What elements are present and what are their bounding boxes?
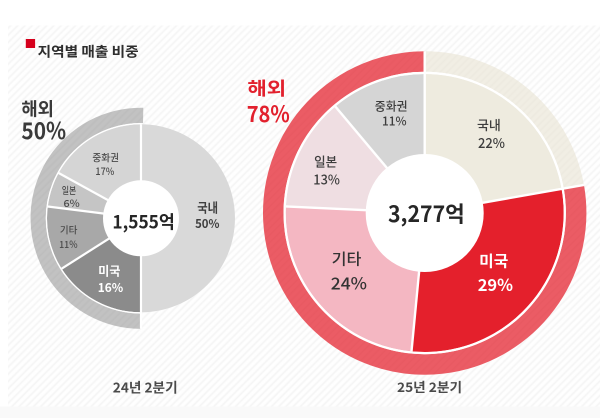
svg-text:11%: 11%	[59, 237, 77, 251]
svg-text:국내: 국내	[197, 197, 218, 216]
svg-text:50%: 50%	[21, 112, 66, 146]
svg-text:16%: 16%	[98, 278, 124, 296]
svg-text:국내: 국내	[477, 115, 501, 134]
svg-text:22%: 22%	[478, 132, 505, 152]
svg-text:3,277억: 3,277억	[388, 197, 465, 229]
svg-text:지역별 매출 비중: 지역별 매출 비중	[38, 42, 139, 62]
svg-text:중화권: 중화권	[375, 97, 408, 114]
svg-text:17%: 17%	[95, 163, 114, 178]
svg-text:기타: 기타	[332, 248, 362, 270]
svg-text:13%: 13%	[313, 169, 340, 189]
svg-text:미국: 미국	[98, 262, 120, 280]
svg-text:29%: 29%	[478, 272, 513, 296]
svg-text:기타: 기타	[60, 223, 78, 237]
svg-text:24년 2분기: 24년 2분기	[113, 377, 178, 397]
svg-text:해외: 해외	[247, 75, 286, 101]
svg-text:78%: 78%	[247, 97, 290, 129]
svg-text:중화권: 중화권	[92, 149, 119, 164]
svg-text:일본: 일본	[314, 152, 337, 171]
svg-text:미국: 미국	[479, 250, 508, 272]
svg-text:해외: 해외	[21, 96, 54, 122]
svg-text:25년 2분기: 25년 2분기	[397, 377, 462, 396]
svg-text:일본: 일본	[62, 183, 77, 197]
svg-text:6%: 6%	[64, 196, 80, 210]
svg-text:1,555억: 1,555억	[112, 209, 174, 235]
svg-text:24%: 24%	[331, 270, 367, 294]
svg-text:50%: 50%	[195, 214, 220, 232]
svg-text:11%: 11%	[382, 112, 407, 130]
